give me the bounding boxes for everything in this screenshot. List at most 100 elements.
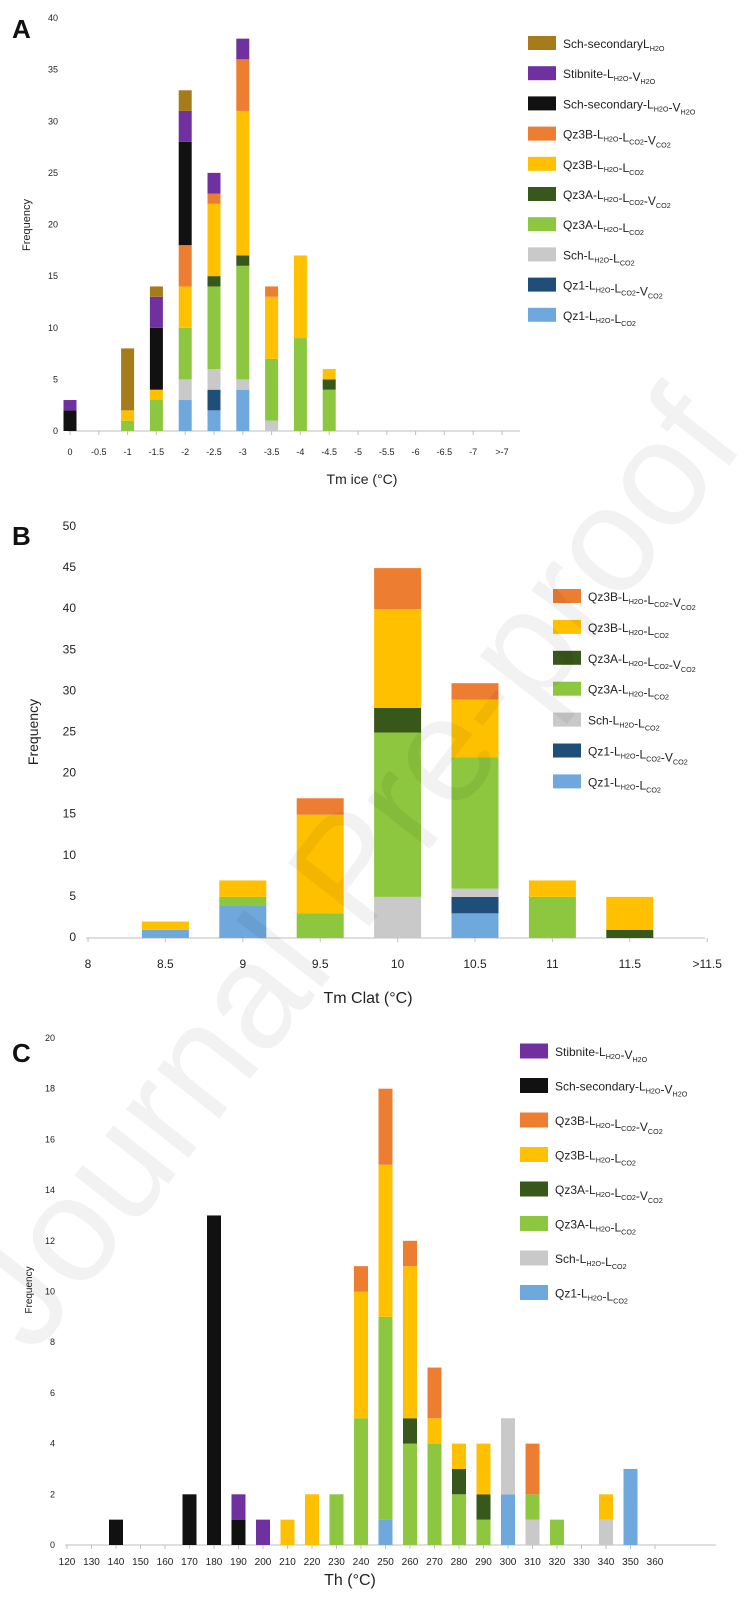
bar-segment [236,38,250,60]
bar-segment [403,1418,417,1444]
bar-segment [207,369,221,390]
legend-label: Sch-LH2O-LCO2 [555,1252,627,1271]
x-tick-label: 150 [132,1557,149,1568]
legend-label: Qz3B-LH2O-LCO2 [588,621,669,640]
bar-segment [265,420,279,431]
bar-segment [207,389,221,411]
y-tick-label: 8 [50,1337,55,1347]
bar-segment [178,141,192,246]
y-tick-label: 6 [50,1388,55,1398]
bar-segment [329,1494,344,1545]
bar-segment [265,296,279,359]
legend-swatch [528,126,556,141]
legend-swatch [553,681,581,696]
legend-swatch [520,1216,548,1231]
bar-segment [606,929,654,938]
legend-label: Qz3A-LH2O-LCO2-VCO2 [563,188,671,210]
bar-segment [149,400,163,431]
legend-label: Qz3A-LH2O-LCO2-VCO2 [555,1183,663,1205]
y-tick-label: 0 [53,426,58,436]
bar-segment [109,1519,123,1545]
bar-segment [501,1494,515,1545]
x-tick-label: -1.5 [149,447,165,457]
bar-segment [63,410,77,431]
bar-segment [265,358,279,421]
legend-swatch [520,1078,548,1093]
legend-label: Sch-secondary-LH2O-VH2O [563,97,696,116]
legend-label: Qz3B-LH2O-LCO2 [563,158,644,177]
x-tick-label: 200 [255,1557,272,1568]
x-tick-label: -5 [354,447,362,457]
bar-segment [293,338,307,431]
y-tick-label: 2 [50,1489,55,1499]
legend-swatch [553,589,581,603]
x-tick-label: 10 [391,957,405,971]
x-tick-label: -6.5 [437,447,453,457]
x-tick-label: 260 [402,1557,419,1568]
legend-swatch [553,712,581,727]
chart-panel-C: C 0 2 4 6 8 10 12 14 16 18 20 Frequency 120 130 140 150 1… [12,1033,716,1589]
bar-segment [599,1519,613,1545]
y-tick-label: 5 [69,889,76,903]
legend-label: Qz3A-LH2O-LCO2 [563,218,644,237]
bar-segment [427,1443,442,1545]
bar-segment [451,896,499,914]
bar-segment [207,203,221,277]
bar-segment [236,379,250,390]
x-tick-label: -2 [181,447,189,457]
bar-segment [236,389,250,431]
legend-label: Sch-LH2O-LCO2 [563,248,635,267]
y-tick-label: 25 [48,168,58,178]
bar-segment [149,327,163,390]
bar-segment [403,1240,417,1267]
legend-label: Qz3A-LH2O-LCO2 [588,683,669,702]
y-tick-label: 15 [63,807,77,821]
y-tick-label: 0 [50,1540,55,1550]
bar-segment [178,327,192,380]
bar-segment [296,798,344,815]
bar-segment [236,110,250,256]
legend-swatch [553,774,581,789]
x-tick-label: 8.5 [157,957,174,971]
y-tick-label: 40 [48,13,58,23]
legend-label: Qz3A-LH2O-LCO2-VCO2 [588,652,696,674]
bar-segment [219,896,267,906]
x-tick-label: -3 [239,447,247,457]
bar-segment [207,172,221,194]
x-tick-label: 0 [67,447,72,457]
bar-segment [219,880,267,897]
y-tick-label: 40 [63,601,77,615]
y-tick-label: 20 [48,220,58,230]
x-tick-label: 220 [304,1557,321,1568]
legend-label: Qz3B-LH2O-LCO2-VCO2 [588,590,696,612]
x-tick-label: -3.5 [264,447,280,457]
bar-segment [452,1494,466,1545]
legend-label: Qz1-LH2O-LCO2-VCO2 [563,279,663,301]
legend-swatch [528,36,556,50]
x-axis-label: Th (°C) [324,1572,376,1589]
x-tick-label: 300 [500,1557,517,1568]
x-tick-label: 190 [230,1557,247,1568]
bar-segment [354,1418,368,1545]
legend-swatch [528,217,556,232]
bar-segment [149,296,163,328]
legend-label: Stibnite-LH2O-VH2O [555,1045,648,1064]
bar-segment [374,707,422,733]
x-tick-label: 160 [157,1557,174,1568]
legend-label: Sch-LH2O-LCO2 [588,714,660,733]
bar-segment [121,348,135,411]
bar-segment [178,110,192,142]
y-tick-label: 25 [63,725,77,739]
legend-label: Qz1-LH2O-LCO2 [563,309,636,328]
bar-segment [451,913,499,938]
y-tick-label: 30 [63,683,77,697]
chart-panel-B: B 0 5 10 15 20 25 30 35 40 45 50 Frequency 8 8.5 9 9.5 10… [12,519,722,1007]
bar-segment [231,1519,246,1545]
y-tick-label: 5 [53,374,58,384]
legend: Sch-secondaryLH2O Stibnite-LH2O-VH2O Sch-s… [528,36,696,328]
bar-segment [322,379,336,390]
x-tick-label: 270 [426,1557,443,1568]
legend: Qz3B-LH2O-LCO2-VCO2 Qz3B-LH2O-LCO2 Qz3A-LH… [553,589,696,794]
bar-segment [623,1468,638,1545]
bar-segment [528,896,576,938]
